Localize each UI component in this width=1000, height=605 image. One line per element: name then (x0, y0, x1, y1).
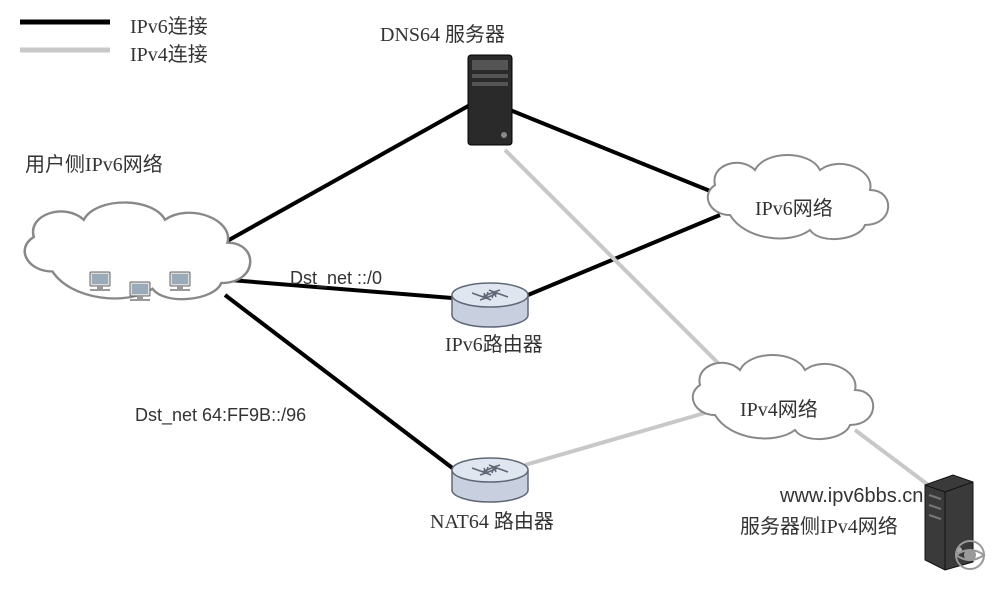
nat64-router-icon (452, 458, 528, 502)
server-url-label: www.ipv6bbs.cn (780, 485, 923, 508)
ipv4-cloud-label: IPv4网络 (740, 393, 818, 422)
edge-nat64-ipv4cloud (525, 410, 715, 465)
edge-dns64-ipv6cloud (510, 110, 720, 195)
ipv6-router-label: IPv6路由器 (445, 328, 543, 357)
dns64-label: DNS64 服务器 (380, 18, 505, 47)
edge-ipv4cloud-server (855, 430, 935, 490)
user-ipv6-cloud (25, 203, 250, 302)
edge-user-nat64 (225, 295, 455, 470)
edge-user-dns64 (220, 105, 470, 245)
legend-ipv6-label: IPv6连接 (130, 10, 208, 39)
ipv6-router-icon (452, 283, 528, 327)
edge-label-default: Dst_net ::/0 (290, 268, 382, 289)
legend (20, 22, 110, 50)
nat64-router-label: NAT64 路由器 (430, 505, 554, 534)
legend-ipv4-label: IPv4连接 (130, 38, 208, 67)
ipv6-cloud-label: IPv6网络 (755, 192, 833, 221)
edge-label-nat64prefix: Dst_net 64:FF9B::/96 (135, 405, 306, 426)
edge-ipv6router-ipv6cloud (528, 215, 720, 295)
dns64-server-icon (468, 55, 512, 145)
server-net-label: 服务器侧IPv4网络 (740, 510, 898, 539)
user-cloud-label: 用户侧IPv6网络 (25, 148, 163, 177)
